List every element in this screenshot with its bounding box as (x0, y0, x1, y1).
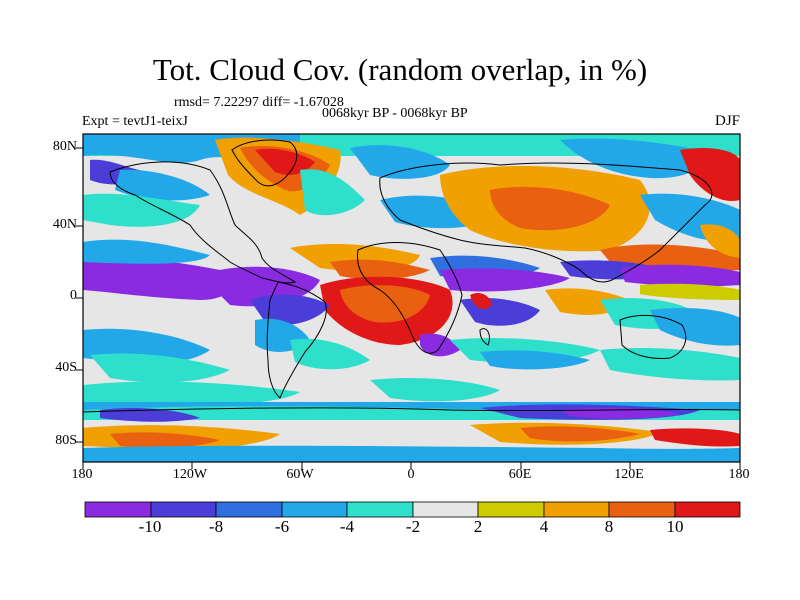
colorbar-label: 2 (473, 517, 483, 536)
colorbar-label: -2 (405, 517, 421, 536)
colorbar-label: 10 (666, 517, 684, 536)
lon-label-60e: 60E (508, 467, 532, 482)
lon-label-180w: 180 (71, 467, 93, 482)
colorbar (84, 501, 741, 518)
lat-label-40s: 40S (55, 360, 77, 375)
lat-label-0: 0 (70, 288, 77, 303)
axis-ticks (76, 147, 741, 469)
time-period-label: 0068kyr BP - 0068kyr BP (322, 106, 468, 121)
colorbar-label: -6 (274, 517, 290, 536)
colorbar-label: -8 (208, 517, 224, 536)
lon-label-180e: 180 (728, 467, 750, 482)
colorbar-segment (281, 501, 348, 518)
colorbar-segment (543, 501, 610, 518)
coastlines (83, 139, 740, 413)
experiment-label: Expt = tevtJ1-teixJ (82, 114, 188, 129)
colorbar-label: -10 (138, 517, 162, 536)
lon-label-60w: 60W (286, 467, 314, 482)
colorbar-label: 4 (539, 517, 549, 536)
lat-label-80n: 80N (52, 139, 77, 154)
map-title: Tot. Cloud Cov. (random overlap, in %) (152, 52, 648, 87)
colorbar-segment (215, 501, 283, 518)
colorbar-segment (346, 501, 414, 518)
colorbar-segment (412, 501, 479, 518)
colorbar-label: -4 (339, 517, 355, 536)
lon-label-0: 0 (407, 467, 415, 482)
colorbar-segment (674, 501, 741, 518)
colorbar-segment (150, 501, 217, 518)
lat-label-40n: 40N (52, 217, 77, 232)
cloud-anomaly-field (83, 134, 740, 462)
lon-label-120w: 120W (172, 467, 208, 482)
colorbar-segment (608, 501, 676, 518)
season-label: DJF (714, 113, 740, 129)
rmsd-diff-stats: rmsd= 7.22297 diff= -1.67028 (174, 95, 344, 110)
lon-label-120e: 120E (614, 467, 644, 482)
colorbar-label: 8 (604, 517, 614, 536)
lat-label-80s: 80S (55, 433, 77, 448)
colorbar-segment (477, 501, 545, 518)
colorbar-segment (84, 501, 152, 518)
